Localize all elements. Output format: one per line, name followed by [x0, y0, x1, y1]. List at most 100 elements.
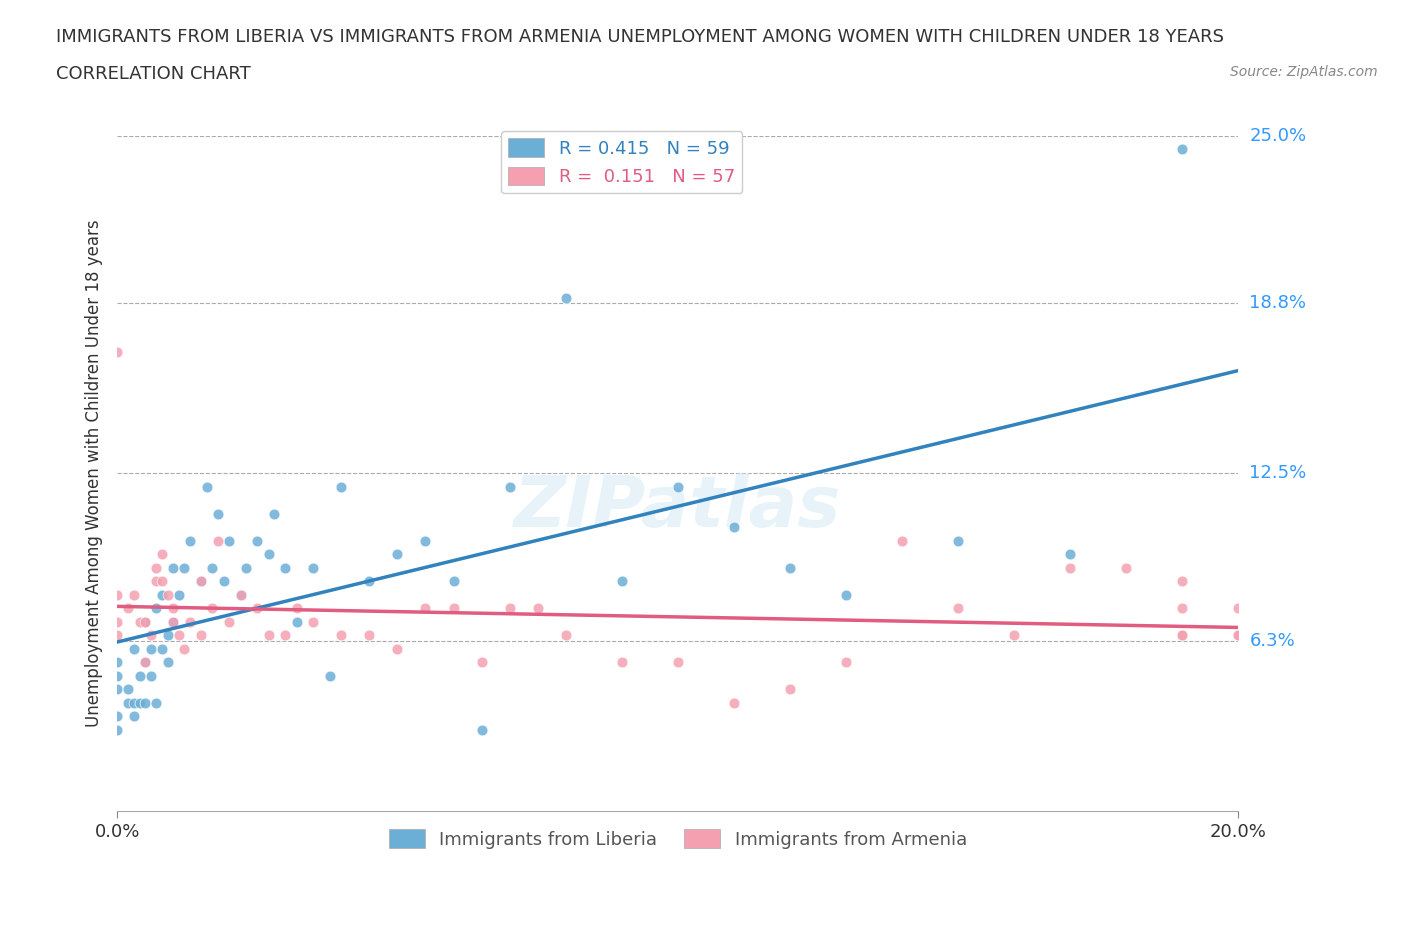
Point: [134, 655, 156, 670]
Point: [201, 561, 224, 576]
Point: [257, 628, 280, 643]
Point: [359, 628, 381, 643]
Point: [162, 561, 184, 576]
Point: [779, 561, 801, 576]
Point: [162, 601, 184, 616]
Point: [190, 628, 212, 643]
Point: [105, 655, 128, 670]
Text: Source: ZipAtlas.com: Source: ZipAtlas.com: [1230, 65, 1378, 79]
Point: [1171, 141, 1194, 156]
Point: [173, 561, 195, 576]
Point: [498, 601, 520, 616]
Point: [235, 561, 257, 576]
Point: [179, 615, 201, 630]
Point: [229, 588, 252, 603]
Point: [1227, 601, 1250, 616]
Point: [526, 601, 548, 616]
Point: [134, 615, 156, 630]
Point: [122, 696, 145, 711]
Point: [1059, 547, 1081, 562]
Point: [415, 601, 437, 616]
Point: [246, 601, 269, 616]
Point: [554, 290, 576, 305]
Point: [150, 588, 173, 603]
Point: [179, 534, 201, 549]
Text: ZIPatlas: ZIPatlas: [515, 472, 841, 541]
Point: [263, 506, 285, 521]
Point: [554, 628, 576, 643]
Point: [946, 601, 969, 616]
Point: [835, 588, 858, 603]
Text: 18.8%: 18.8%: [1250, 294, 1306, 312]
Point: [139, 669, 162, 684]
Point: [150, 574, 173, 589]
Point: [415, 534, 437, 549]
Point: [443, 601, 465, 616]
Point: [1171, 628, 1194, 643]
Point: [666, 655, 689, 670]
Point: [610, 655, 633, 670]
Point: [1002, 628, 1025, 643]
Point: [117, 682, 139, 697]
Point: [150, 642, 173, 657]
Point: [1227, 628, 1250, 643]
Point: [195, 479, 218, 494]
Legend: Immigrants from Liberia, Immigrants from Armenia: Immigrants from Liberia, Immigrants from…: [381, 822, 974, 856]
Point: [1115, 561, 1137, 576]
Point: [145, 574, 167, 589]
Point: [1171, 628, 1194, 643]
Point: [105, 628, 128, 643]
Point: [610, 574, 633, 589]
Point: [285, 615, 308, 630]
Point: [105, 588, 128, 603]
Point: [274, 561, 297, 576]
Point: [229, 588, 252, 603]
Point: [105, 682, 128, 697]
Point: [302, 615, 325, 630]
Point: [274, 628, 297, 643]
Point: [207, 506, 229, 521]
Point: [156, 628, 179, 643]
Text: 12.5%: 12.5%: [1250, 464, 1306, 483]
Point: [835, 655, 858, 670]
Point: [387, 547, 409, 562]
Point: [1171, 601, 1194, 616]
Point: [105, 344, 128, 359]
Point: [122, 709, 145, 724]
Point: [122, 588, 145, 603]
Point: [666, 479, 689, 494]
Point: [246, 534, 269, 549]
Text: 6.3%: 6.3%: [1250, 631, 1295, 650]
Point: [330, 479, 353, 494]
Point: [134, 696, 156, 711]
Point: [122, 642, 145, 657]
Point: [134, 615, 156, 630]
Point: [285, 601, 308, 616]
Point: [128, 696, 150, 711]
Point: [105, 669, 128, 684]
Point: [470, 723, 492, 737]
Point: [891, 534, 914, 549]
Point: [330, 628, 353, 643]
Point: [302, 561, 325, 576]
Text: 25.0%: 25.0%: [1250, 126, 1306, 144]
Point: [723, 696, 745, 711]
Point: [167, 628, 190, 643]
Point: [218, 615, 240, 630]
Point: [173, 642, 195, 657]
Point: [145, 696, 167, 711]
Point: [218, 534, 240, 549]
Point: [145, 601, 167, 616]
Y-axis label: Unemployment Among Women with Children Under 18 years: Unemployment Among Women with Children U…: [86, 219, 103, 727]
Point: [498, 479, 520, 494]
Point: [128, 669, 150, 684]
Point: [779, 682, 801, 697]
Point: [387, 642, 409, 657]
Point: [162, 615, 184, 630]
Point: [134, 655, 156, 670]
Point: [319, 669, 342, 684]
Point: [359, 574, 381, 589]
Point: [201, 601, 224, 616]
Point: [167, 588, 190, 603]
Point: [156, 588, 179, 603]
